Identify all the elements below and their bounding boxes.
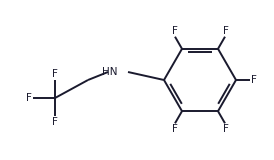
Text: F: F xyxy=(172,124,178,134)
Text: F: F xyxy=(52,117,58,127)
Text: F: F xyxy=(222,26,229,36)
Text: F: F xyxy=(172,26,178,36)
Text: HN: HN xyxy=(102,67,118,77)
Text: F: F xyxy=(52,69,58,79)
Text: F: F xyxy=(222,124,229,134)
Text: F: F xyxy=(26,93,32,103)
Text: F: F xyxy=(251,75,257,85)
